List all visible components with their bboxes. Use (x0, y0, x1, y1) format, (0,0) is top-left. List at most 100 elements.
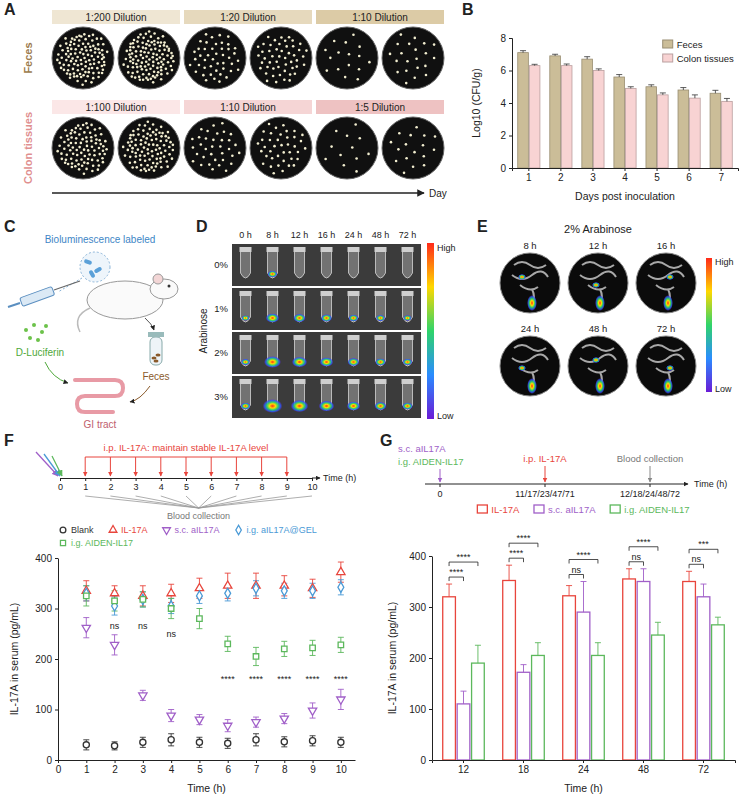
tube-cap (267, 379, 279, 384)
tick-label: 6 (686, 172, 692, 183)
colony (87, 54, 90, 57)
colony (145, 43, 148, 46)
colony (288, 36, 291, 39)
legend-label: Feces (677, 39, 703, 50)
colony (67, 163, 70, 166)
error-bar (338, 737, 344, 747)
point (338, 582, 344, 592)
bar (561, 66, 572, 168)
signal (403, 315, 412, 321)
bar (457, 704, 470, 760)
signal (347, 401, 361, 411)
tick: 48 (638, 760, 650, 775)
colony (87, 42, 90, 45)
colony (223, 131, 226, 134)
colony (147, 79, 150, 82)
bacterium (88, 270, 95, 279)
colony (129, 42, 132, 45)
colony (300, 140, 303, 143)
colony (148, 73, 151, 76)
tick: 18 (518, 760, 530, 775)
colony (227, 48, 230, 51)
colony (279, 133, 282, 136)
bar (646, 87, 657, 168)
colony (406, 60, 409, 63)
colony (154, 76, 157, 79)
signal (264, 356, 281, 368)
significance-bracket (689, 549, 718, 553)
colony (136, 71, 139, 74)
colony (157, 41, 160, 44)
point (140, 739, 146, 745)
tick: 2 (500, 130, 512, 141)
dilution-label: 1:10 Dilution (352, 12, 408, 23)
colony (66, 72, 69, 75)
tick-mark (186, 478, 187, 481)
colony (63, 147, 66, 150)
mouse-eye (168, 285, 171, 288)
tube (349, 251, 359, 278)
point (281, 586, 287, 596)
colony (129, 137, 132, 140)
signal (374, 402, 386, 411)
colony (70, 60, 73, 63)
colony (78, 39, 81, 42)
color-bar-label: High (437, 243, 456, 253)
colony (145, 47, 148, 50)
colony (343, 164, 346, 167)
point (225, 740, 231, 746)
colony (80, 152, 83, 155)
treatment-arrow (36, 452, 58, 476)
colonies (324, 123, 369, 172)
colony (204, 148, 207, 151)
color-bar-label: Low (715, 384, 732, 394)
colony (159, 45, 162, 48)
colony (91, 159, 94, 162)
error-bar (461, 691, 467, 704)
colonies (324, 33, 371, 80)
colony (222, 54, 225, 57)
colony (194, 58, 197, 61)
tick-label: 2 (558, 172, 564, 183)
tick: 10 (307, 478, 317, 492)
image-dish (500, 253, 560, 313)
colony (160, 61, 163, 64)
error-bar (581, 582, 587, 613)
colony (158, 49, 161, 52)
mouse-tail (78, 308, 90, 332)
error-bar (692, 95, 698, 98)
colony (204, 48, 207, 51)
tick: 6 (686, 168, 692, 183)
row-label: Colon tissues (22, 112, 34, 184)
colony (289, 73, 292, 76)
tick: 2 (112, 760, 118, 775)
colony (65, 53, 68, 56)
tick-label: 200 (35, 654, 52, 665)
error-bar (253, 573, 259, 598)
tick-label: 3 (141, 764, 147, 775)
colony (72, 152, 75, 155)
error-bar (521, 665, 527, 673)
colony (106, 51, 109, 54)
colony (72, 68, 75, 71)
tick: 3 (134, 478, 139, 492)
diagram-label: Feces (142, 371, 169, 382)
tick-mark (509, 38, 512, 39)
point (83, 742, 89, 748)
colony (257, 142, 260, 145)
colony (137, 45, 140, 48)
tick-mark (161, 478, 162, 481)
signal (518, 274, 526, 280)
schedule-label: s.c. aIL17A (398, 443, 446, 454)
colony (144, 65, 147, 68)
error-bar (715, 617, 721, 625)
colony (282, 124, 285, 127)
tick: 10 (336, 760, 348, 775)
legend-label: IL-17A (491, 504, 520, 515)
legend-label: IL-17A (121, 525, 148, 535)
image-dish (568, 336, 628, 396)
colony (237, 68, 240, 71)
colony (94, 47, 97, 50)
colony (296, 59, 299, 62)
colony (88, 59, 91, 62)
